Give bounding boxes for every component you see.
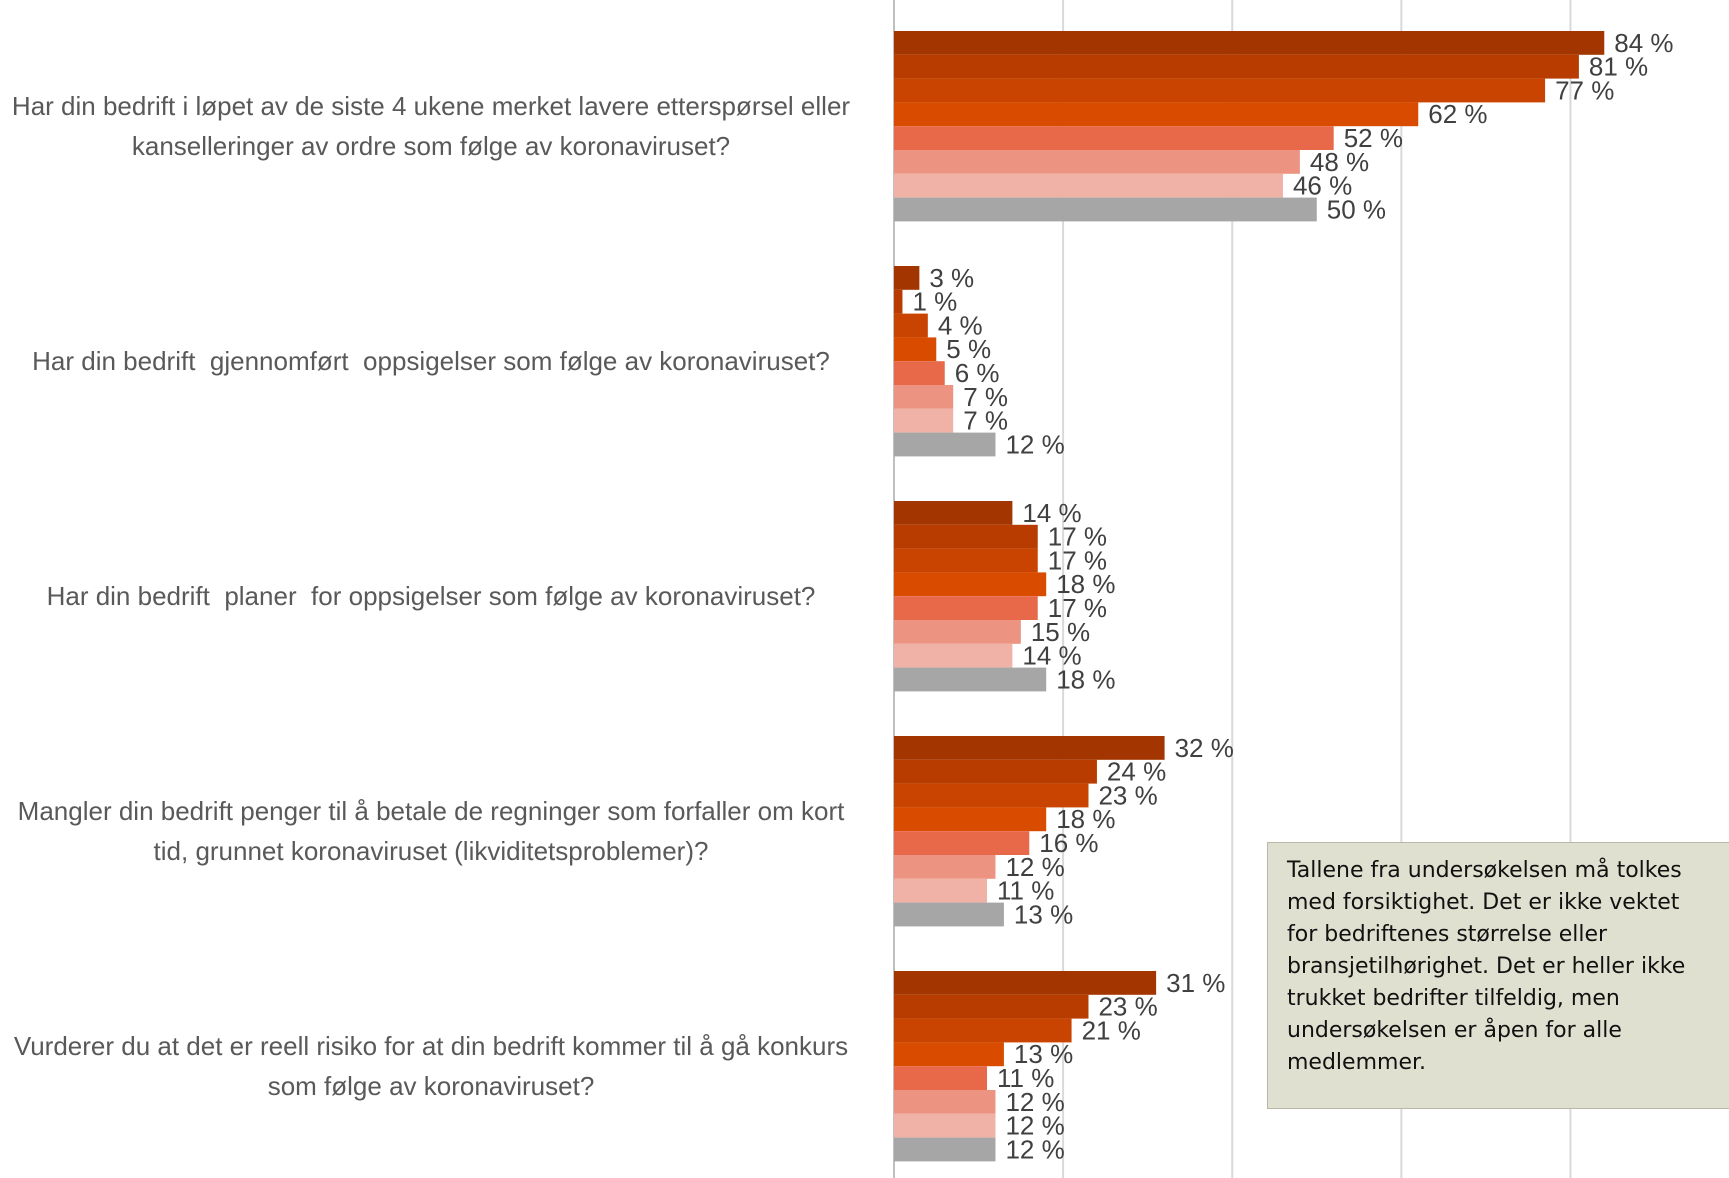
bar: [894, 102, 1419, 127]
bar: [894, 1042, 1004, 1067]
data-label: 23 %: [1098, 780, 1157, 810]
bar: [894, 54, 1579, 79]
data-label: 17 %: [1048, 545, 1107, 575]
data-label: 11 %: [997, 876, 1054, 906]
data-label: 23 %: [1098, 992, 1157, 1022]
data-label: 12 %: [1005, 852, 1064, 882]
data-label: 48 %: [1310, 147, 1369, 177]
data-label: 14 %: [1022, 498, 1081, 528]
data-label: 18 %: [1056, 804, 1115, 834]
bar: [894, 878, 988, 903]
category-label: Har din bedrift planer for oppsigelser s…: [46, 581, 816, 612]
bar: [894, 173, 1283, 198]
data-label: 16 %: [1039, 828, 1098, 858]
bar: [894, 197, 1317, 222]
data-label: 32 %: [1175, 733, 1234, 763]
bar: [894, 289, 903, 314]
bar: [894, 855, 996, 879]
data-label: 4 %: [938, 310, 983, 340]
bar: [894, 831, 1030, 855]
bar: [894, 524, 1038, 549]
bar: [894, 1113, 996, 1138]
data-label: 62 %: [1428, 99, 1487, 129]
data-label: 31 %: [1166, 968, 1225, 998]
bar: [894, 408, 954, 433]
data-label: 13 %: [1014, 899, 1073, 929]
bar: [894, 78, 1546, 103]
data-label: 77 %: [1555, 75, 1614, 105]
bar: [894, 150, 1300, 174]
bar: [894, 971, 1157, 995]
data-label: 50 %: [1327, 194, 1386, 224]
bar: [894, 548, 1038, 573]
bar: [894, 667, 1047, 692]
bar: [894, 902, 1004, 927]
data-label: 81 %: [1589, 52, 1648, 82]
data-label: 24 %: [1107, 757, 1166, 787]
data-label: 7 %: [963, 382, 1008, 412]
bar: [894, 266, 920, 290]
category-label: Har din bedrift gjennomført oppsigelser …: [32, 346, 830, 377]
data-label: 12 %: [1005, 429, 1064, 459]
data-label: 6 %: [955, 358, 1000, 388]
data-label: 18 %: [1056, 569, 1115, 599]
bar: [894, 126, 1334, 150]
data-label: 3 %: [929, 263, 974, 293]
bar: [894, 1018, 1072, 1043]
data-label: 12 %: [1005, 1134, 1064, 1164]
bar: [894, 337, 937, 362]
bar: [894, 994, 1089, 1019]
data-label: 17 %: [1048, 593, 1107, 623]
data-label: 15 %: [1031, 617, 1090, 647]
data-label: 14 %: [1022, 641, 1081, 671]
bar: [894, 643, 1013, 668]
data-label: 1 %: [912, 287, 957, 317]
data-label: 13 %: [1014, 1039, 1073, 1069]
bar: [894, 1137, 996, 1162]
bar: [894, 385, 954, 409]
bar: [894, 1066, 988, 1090]
bar: [894, 432, 996, 457]
data-label: 18 %: [1056, 664, 1115, 694]
bar: [894, 31, 1605, 55]
data-label: 21 %: [1082, 1015, 1141, 1045]
bar: [894, 361, 945, 385]
data-label: 84 %: [1614, 28, 1673, 58]
category-label: Mangler din bedrift penger til å betale …: [17, 796, 852, 867]
data-label: 46 %: [1293, 171, 1352, 201]
data-label: 7 %: [963, 406, 1008, 436]
data-label: 12 %: [1005, 1087, 1064, 1117]
data-label: 52 %: [1344, 123, 1403, 153]
annotation: Tallene fra undersøkelsen må tolkes med …: [1267, 842, 1729, 1109]
bar: [894, 759, 1097, 784]
category-label: Vurderer du at det er reell risiko for a…: [13, 1031, 856, 1102]
bar: [894, 501, 1013, 525]
bar: [894, 596, 1038, 620]
bar: [894, 736, 1165, 760]
data-label: 5 %: [946, 334, 991, 364]
bar: [894, 807, 1047, 832]
data-label: 11 %: [997, 1063, 1054, 1093]
bar: [894, 783, 1089, 808]
bar: [894, 572, 1047, 597]
data-label: 17 %: [1048, 522, 1107, 552]
bar: [894, 1090, 996, 1114]
bar: [894, 620, 1021, 644]
data-label: 12 %: [1005, 1111, 1064, 1141]
bar: [894, 313, 928, 338]
category-label: Har din bedrift i løpet av de siste 4 uk…: [11, 91, 858, 162]
